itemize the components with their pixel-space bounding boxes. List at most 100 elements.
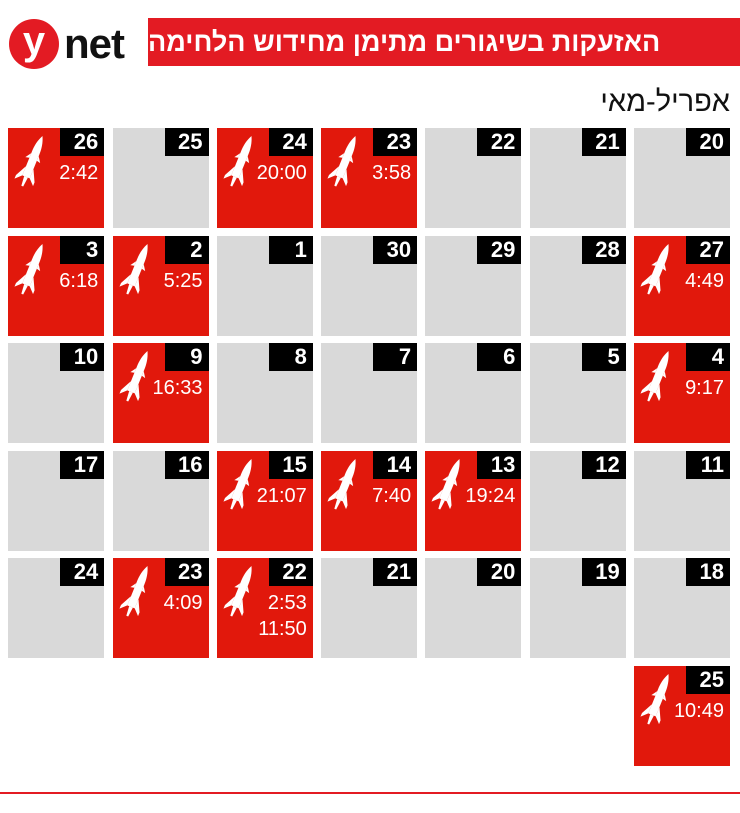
day-number: 16 [164,450,209,479]
alert-time: 16:33 [152,377,203,400]
calendar-day-alert: 23 3:58 [321,128,418,228]
calendar-day: 30 [321,235,418,336]
day-number: 27 [686,235,730,264]
alert-time: 2:53 [267,592,307,615]
day-number: 2 [164,235,209,264]
day-number: 23 [164,558,209,587]
rocket-icon [221,455,261,515]
alert-times: 4:09 [164,590,203,616]
alert-time: 6:18 [59,269,99,292]
alert-times: 3:58 [372,160,411,186]
day-number: 10 [60,343,105,372]
calendar-day: 20 [425,558,522,659]
calendar-day-alert: 22 2:53 11:50 [216,558,313,659]
day-number: 17 [60,450,105,479]
alert-times: 2:53 11:50 [258,590,307,642]
rocket-icon [221,132,261,192]
alert-time: 7:40 [372,484,412,507]
calendar-day: 8 [216,343,313,444]
rocket-icon [117,562,157,622]
month-range-label: אפריל-מאי [600,86,730,118]
alert-time: 2:42 [59,162,99,184]
day-number: 4 [686,343,730,372]
alert-times: 10:49 [674,698,724,724]
calendar-day: 20 [634,128,730,228]
calendar-day: 29 [425,235,522,336]
day-number: 18 [686,558,730,587]
day-number: 13 [477,450,522,479]
calendar-day: 6 [425,343,522,444]
calendar-day: 24 [8,558,105,659]
rocket-icon [117,240,157,300]
calendar-day-alert: 3 6:18 [8,235,105,336]
calendar-day: 12 [529,450,626,551]
alert-times: 9:17 [685,375,724,401]
day-number: 24 [268,128,313,156]
alert-time: 10:49 [673,699,724,722]
alert-times: 19:24 [465,483,515,509]
day-number: 9 [164,343,209,372]
calendar-day-alert: 14 7:40 [321,450,418,551]
day-number: 5 [581,343,626,372]
calendar-day-alert: 13 19:24 [425,450,522,551]
day-number: 22 [268,558,313,587]
rocket-icon [429,455,469,515]
alert-times: 4:49 [685,268,724,294]
alert-time: 5:25 [163,269,203,292]
alert-times: 6:18 [59,268,98,294]
calendar-day-alert: 25 10:49 [634,665,730,766]
calendar-day: 25 [112,128,209,228]
day-number: 14 [373,450,418,479]
calendar-day-alert: 24 20:00 [216,128,313,228]
alert-time: 4:09 [163,592,203,615]
calendar-day: 10 [8,343,105,444]
day-number: 20 [477,558,522,587]
rocket-icon [638,347,678,407]
day-number: 28 [581,235,626,264]
day-number: 29 [477,235,522,264]
calendar-day-alert: 27 4:49 [634,235,730,336]
ynet-logo: y net [9,19,125,69]
alert-times: 21:07 [257,483,307,509]
day-number: 12 [581,450,626,479]
rocket-icon [638,670,678,730]
calendar-day-alert: 15 21:07 [216,450,313,551]
alert-time: 9:17 [685,377,724,400]
day-number: 8 [268,343,313,372]
day-number: 19 [581,558,626,587]
alert-time: 21:07 [256,484,307,507]
rocket-icon [325,132,365,192]
day-number: 24 [60,558,105,587]
calendar-day: 11 [634,450,730,551]
calendar-day: 7 [321,343,418,444]
calendar-day-alert: 9 16:33 [112,343,209,444]
day-number: 23 [373,128,418,156]
day-number: 11 [686,450,730,479]
rocket-icon [638,240,678,300]
rocket-icon [221,562,261,622]
calendar-day: 17 [8,450,105,551]
calendar-grid: 20 21 22 23 3:58 24 20:00 25 26 2:42 27 4:49 28 29 30 1… [8,128,730,766]
logo-mark: y [9,19,59,69]
day-number: 25 [686,665,730,694]
calendar-day-alert: 2 5:25 [112,235,209,336]
alert-times: 2:42 [59,160,98,186]
calendar-day-alert: 26 2:42 [8,128,105,228]
calendar-day: 5 [529,343,626,444]
calendar-day: 22 [425,128,522,228]
calendar-day: 19 [529,558,626,659]
logo-text: net [64,20,125,67]
alert-times: 5:25 [164,268,203,294]
calendar-day-alert: 23 4:09 [112,558,209,659]
day-number: 15 [268,450,313,479]
calendar-day: 18 [634,558,730,659]
alert-time: 20:00 [256,162,307,184]
alert-times: 16:33 [152,375,202,401]
day-number: 6 [477,343,522,372]
calendar-day: 16 [112,450,209,551]
rocket-icon [117,347,157,407]
alert-time: 3:58 [372,162,412,184]
alert-times: 7:40 [372,483,411,509]
day-number: 20 [686,128,730,156]
page-title: האזעקות בשיגורים מתימן מחידוש הלחימה [148,18,740,66]
